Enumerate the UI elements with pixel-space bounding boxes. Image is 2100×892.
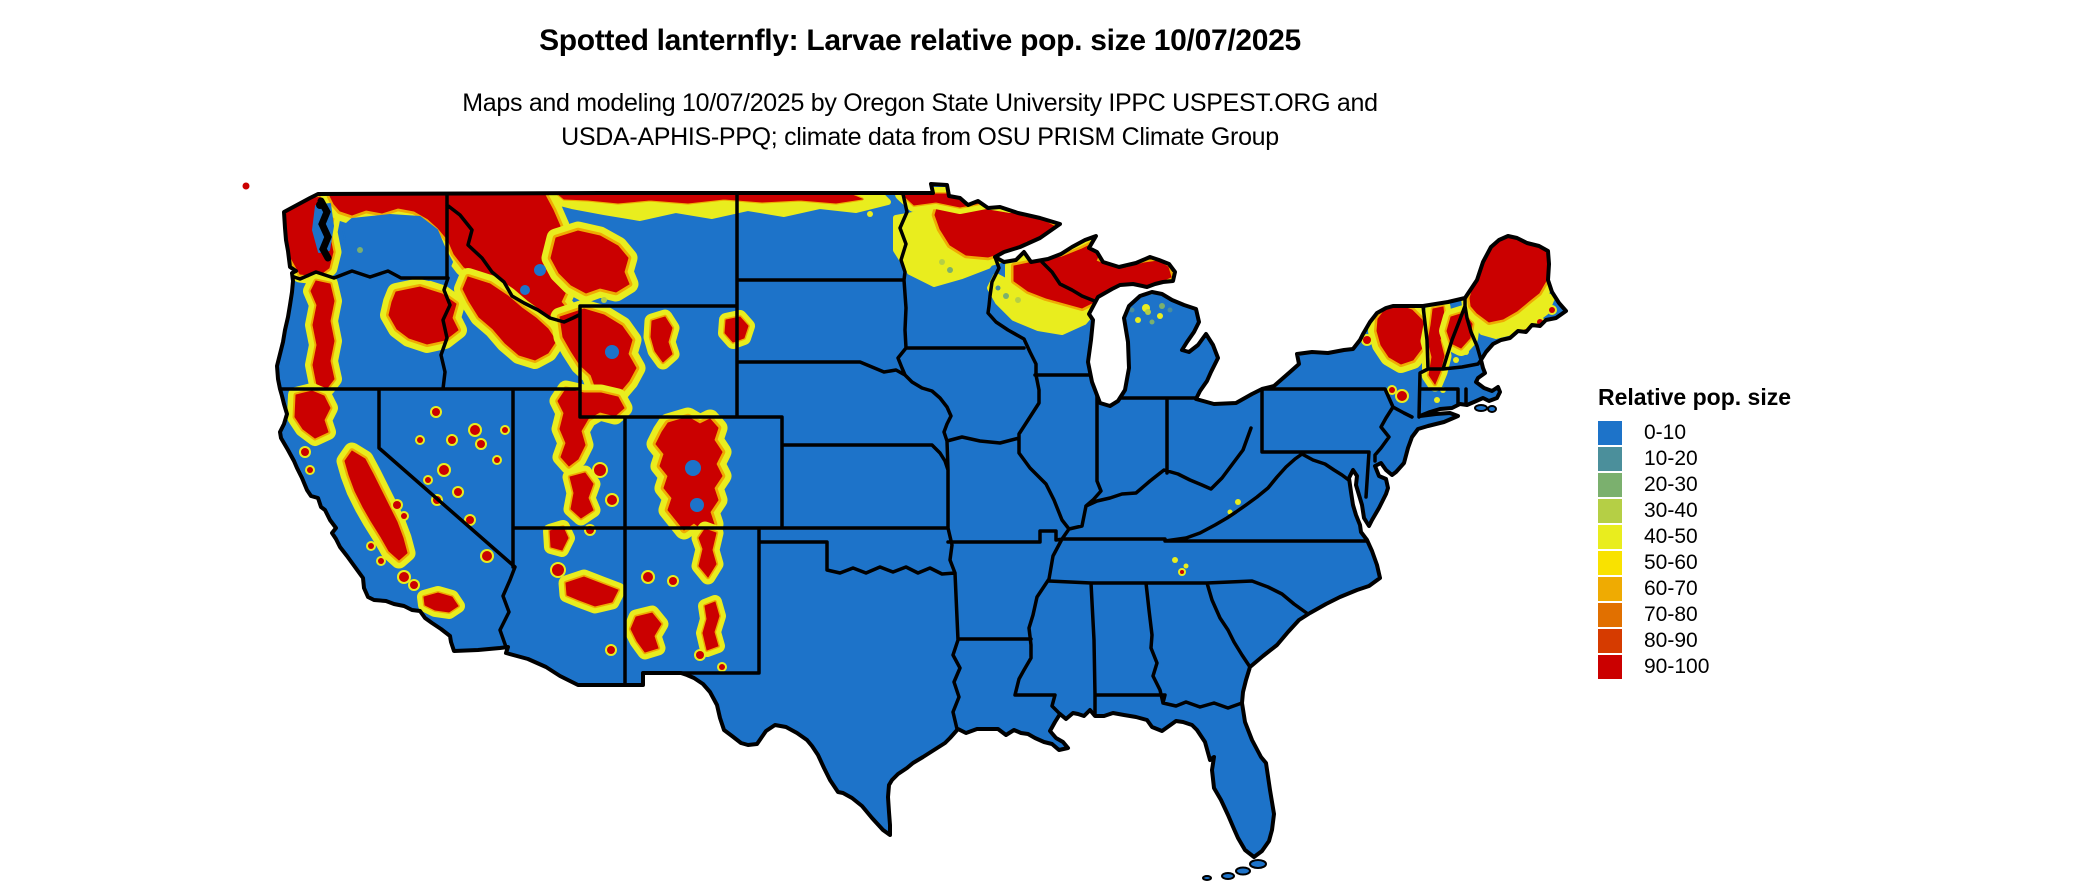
island bbox=[1249, 859, 1267, 869]
island bbox=[1221, 872, 1235, 880]
legend-label: 40-50 bbox=[1644, 525, 1698, 548]
legend-item: 0-10 bbox=[1598, 420, 1791, 446]
legend-swatch bbox=[1598, 421, 1622, 445]
offshore-raster-dot bbox=[242, 182, 250, 190]
island bbox=[1487, 405, 1497, 413]
subtitle-line-2: USDA-APHIS-PPQ; climate data from OSU PR… bbox=[561, 123, 1279, 151]
puget-sound bbox=[317, 197, 332, 262]
legend-swatch bbox=[1598, 499, 1622, 523]
island bbox=[1235, 866, 1251, 876]
legend-item: 60-70 bbox=[1598, 576, 1791, 602]
legend-swatch bbox=[1598, 603, 1622, 627]
legend-swatch bbox=[1598, 655, 1622, 679]
legend-item: 30-40 bbox=[1598, 498, 1791, 524]
legend-label: 30-40 bbox=[1644, 499, 1698, 522]
island bbox=[1474, 404, 1488, 412]
island bbox=[1202, 875, 1212, 881]
legend-swatch bbox=[1598, 473, 1622, 497]
legend-label: 20-30 bbox=[1644, 473, 1698, 496]
legend-label: 70-80 bbox=[1644, 603, 1698, 626]
legend-swatch bbox=[1598, 525, 1622, 549]
legend-rows: 0-10 10-20 20-30 30-40 40-50 50-60 60-70 70-80 8… bbox=[1598, 420, 1791, 680]
legend-label: 50-60 bbox=[1644, 551, 1698, 574]
legend-item: 20-30 bbox=[1598, 472, 1791, 498]
legend-item: 80-90 bbox=[1598, 628, 1791, 654]
legend-swatch bbox=[1598, 629, 1622, 653]
legend: Relative pop. size 0-10 10-20 20-30 30-40 40… bbox=[1598, 384, 1791, 680]
legend-swatch bbox=[1598, 551, 1622, 575]
legend-label: 10-20 bbox=[1644, 447, 1698, 470]
legend-item: 90-100 bbox=[1598, 654, 1791, 680]
legend-item: 50-60 bbox=[1598, 550, 1791, 576]
nation-outline bbox=[275, 182, 1568, 859]
legend-label: 0-10 bbox=[1644, 421, 1687, 444]
legend-item: 70-80 bbox=[1598, 602, 1791, 628]
page-title: Spotted lanternfly: Larvae relative pop.… bbox=[539, 24, 1301, 57]
legend-swatch bbox=[1598, 447, 1622, 471]
subtitle-line-1: Maps and modeling 10/07/2025 by Oregon S… bbox=[462, 89, 1378, 117]
legend-swatch bbox=[1598, 577, 1622, 601]
legend-label: 90-100 bbox=[1644, 655, 1710, 678]
population-raster bbox=[277, 185, 1557, 672]
subtitle: Maps and modeling 10/07/2025 by Oregon S… bbox=[0, 86, 1840, 154]
state-borders bbox=[278, 192, 1483, 731]
legend-label: 60-70 bbox=[1644, 577, 1698, 600]
legend-title: Relative pop. size bbox=[1598, 384, 1792, 410]
legend-label: 80-90 bbox=[1644, 629, 1698, 652]
legend-item: 40-50 bbox=[1598, 524, 1791, 550]
legend-item: 10-20 bbox=[1598, 446, 1791, 472]
